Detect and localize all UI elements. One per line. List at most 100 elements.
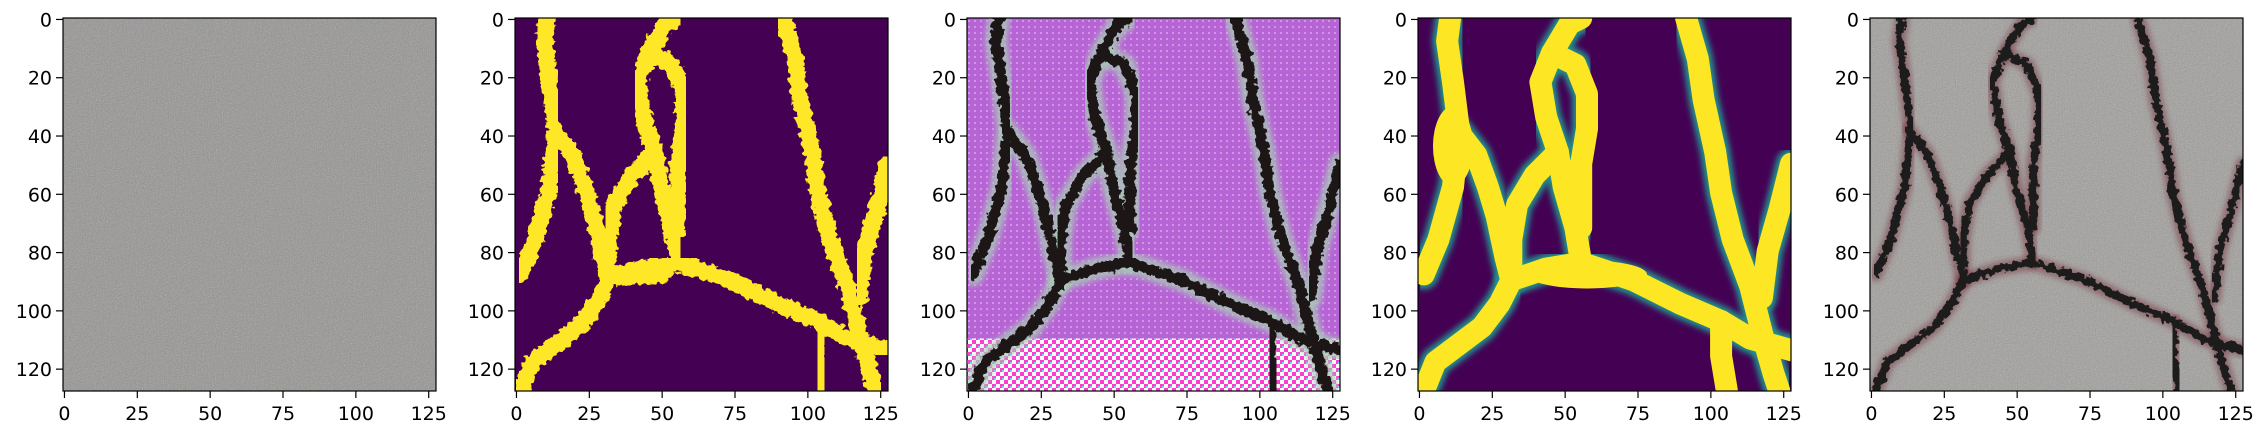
x-tick-label: 75 bbox=[271, 403, 295, 425]
crack-segment bbox=[967, 274, 1066, 391]
y-tick-label: 0 bbox=[1847, 9, 1859, 31]
crack-segment bbox=[1054, 146, 1113, 286]
image-panel-3: 0 25 50 75 100 125 0 20 40 60 80 100 120 bbox=[920, 9, 1351, 425]
image-panel-4: 0 25 50 75 100 125 0 20 40 60 80 100 120 bbox=[1371, 9, 1802, 425]
y-tick-label: 100 bbox=[1823, 301, 1859, 323]
y-tick-label: 80 bbox=[28, 243, 52, 265]
crack-segment bbox=[1418, 269, 1523, 391]
y-tick-label: 100 bbox=[16, 301, 52, 323]
y-tick-label: 20 bbox=[480, 68, 504, 90]
crack-segment bbox=[1710, 310, 1738, 391]
image-content bbox=[1870, 18, 2243, 391]
x-tick-label: 125 bbox=[2218, 403, 2254, 425]
crack-segment bbox=[1500, 141, 1569, 292]
image-panel-5: 0 25 50 75 100 125 0 20 40 60 80 100 120 bbox=[1823, 9, 2254, 425]
axes-frame bbox=[62, 17, 437, 392]
crack-segment bbox=[774, 18, 885, 391]
y-tick-label: 80 bbox=[1835, 243, 1859, 265]
y-tick-label: 80 bbox=[1383, 243, 1407, 265]
y-tick-label: 120 bbox=[468, 359, 504, 381]
x-tick-label: 25 bbox=[1480, 403, 1504, 425]
crack-segment bbox=[1083, 18, 1136, 269]
x-tick-label: 50 bbox=[1553, 403, 1577, 425]
x-tick-label: 50 bbox=[650, 403, 674, 425]
crack-segment bbox=[1750, 152, 1791, 309]
y-tick-label: 120 bbox=[1371, 359, 1407, 381]
image-content bbox=[967, 18, 1340, 391]
y-tick-label: 100 bbox=[920, 301, 956, 323]
crack-segment bbox=[640, 44, 693, 237]
crack-segment bbox=[1988, 18, 2038, 267]
crack-segment bbox=[2134, 18, 2236, 391]
image-panel-1: 0 25 50 75 100 125 0 20 40 60 80 100 120 bbox=[16, 9, 447, 425]
x-tick-label: 50 bbox=[198, 403, 222, 425]
crack-segment bbox=[1095, 47, 1142, 234]
x-tick-label: 25 bbox=[125, 403, 149, 425]
y-tick-label: 100 bbox=[468, 301, 504, 323]
y-tick-label: 0 bbox=[944, 9, 956, 31]
x-tick-label: 75 bbox=[1175, 403, 1199, 425]
y-tick-label: 60 bbox=[28, 184, 52, 206]
y-tick-label: 120 bbox=[920, 359, 956, 381]
crack-segment bbox=[1871, 276, 1968, 391]
image-panel-2: 0 25 50 75 100 125 0 20 40 60 80 100 120 bbox=[468, 9, 899, 425]
x-tick-label: 50 bbox=[2005, 403, 2029, 425]
x-tick-label: 25 bbox=[1932, 403, 1956, 425]
y-tick-label: 120 bbox=[1823, 359, 1859, 381]
y-tick-label: 20 bbox=[932, 68, 956, 90]
image-content bbox=[63, 18, 436, 391]
x-tick-label: 125 bbox=[411, 403, 447, 425]
crack-segment bbox=[1229, 18, 1334, 391]
x-tick-label: 125 bbox=[863, 403, 899, 425]
x-tick-label: 25 bbox=[1029, 403, 1053, 425]
axes-frame bbox=[1417, 17, 1792, 392]
crack-segment bbox=[599, 143, 664, 289]
y-tick-label: 0 bbox=[492, 9, 504, 31]
x-tick-label: 125 bbox=[1315, 403, 1351, 425]
crack-segment bbox=[1959, 258, 2243, 355]
y-tick-label: 40 bbox=[480, 126, 504, 148]
y-tick-label: 20 bbox=[1835, 68, 1859, 90]
x-tick-label: 100 bbox=[1693, 403, 1729, 425]
y-tick-label: 120 bbox=[16, 359, 52, 381]
x-tick-label: 100 bbox=[338, 403, 374, 425]
crack-segment bbox=[1264, 315, 1282, 391]
axes-frame bbox=[966, 17, 1341, 392]
y-tick-label: 20 bbox=[28, 68, 52, 90]
y-tick-label: 60 bbox=[1835, 184, 1859, 206]
y-tick-label: 80 bbox=[932, 243, 956, 265]
x-tick-label: 0 bbox=[1865, 403, 1877, 425]
x-tick-label: 50 bbox=[1102, 403, 1126, 425]
crack-segment bbox=[1054, 257, 1340, 356]
image-content bbox=[1418, 18, 1791, 391]
y-tick-label: 60 bbox=[932, 184, 956, 206]
x-tick-label: 0 bbox=[58, 403, 70, 425]
x-tick-label: 75 bbox=[2078, 403, 2102, 425]
crack-segment bbox=[1541, 42, 1598, 239]
y-tick-label: 60 bbox=[480, 184, 504, 206]
x-tick-label: 100 bbox=[790, 403, 826, 425]
crack-segment bbox=[2000, 49, 2043, 232]
crack-segment bbox=[515, 271, 617, 391]
crack-segment bbox=[2209, 159, 2243, 302]
crack-segment bbox=[628, 18, 687, 272]
y-tick-label: 40 bbox=[28, 126, 52, 148]
axes-frame bbox=[514, 17, 889, 392]
y-tick-label: 0 bbox=[40, 9, 52, 31]
x-tick-label: 75 bbox=[723, 403, 747, 425]
y-tick-label: 40 bbox=[1835, 126, 1859, 148]
image-content bbox=[515, 18, 888, 391]
crack-segment bbox=[1959, 148, 2014, 285]
y-tick-label: 20 bbox=[1383, 68, 1407, 90]
x-tick-label: 100 bbox=[2145, 403, 2181, 425]
y-tick-label: 40 bbox=[1383, 126, 1407, 148]
crack-segment bbox=[1305, 158, 1340, 304]
crack-segment bbox=[809, 312, 833, 391]
y-tick-label: 0 bbox=[1395, 9, 1407, 31]
x-tick-label: 0 bbox=[1413, 403, 1425, 425]
x-tick-label: 0 bbox=[510, 403, 522, 425]
x-tick-label: 0 bbox=[962, 403, 974, 425]
axes-frame bbox=[1869, 17, 2244, 392]
crack-segment bbox=[1903, 124, 1968, 285]
